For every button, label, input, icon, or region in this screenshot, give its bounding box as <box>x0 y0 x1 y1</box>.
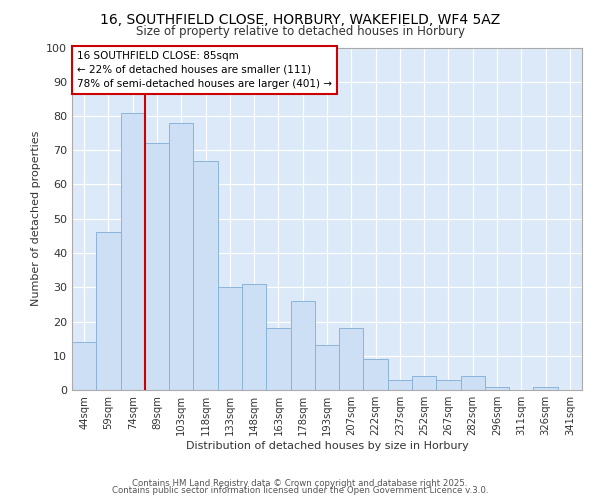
Bar <box>315 346 339 390</box>
Bar <box>436 380 461 390</box>
Bar <box>485 386 509 390</box>
Bar <box>96 232 121 390</box>
Bar <box>266 328 290 390</box>
Text: 16, SOUTHFIELD CLOSE, HORBURY, WAKEFIELD, WF4 5AZ: 16, SOUTHFIELD CLOSE, HORBURY, WAKEFIELD… <box>100 12 500 26</box>
Bar <box>388 380 412 390</box>
X-axis label: Distribution of detached houses by size in Horbury: Distribution of detached houses by size … <box>185 441 469 451</box>
Bar <box>364 359 388 390</box>
Text: Contains public sector information licensed under the Open Government Licence v.: Contains public sector information licen… <box>112 486 488 495</box>
Bar <box>461 376 485 390</box>
Bar <box>145 144 169 390</box>
Bar <box>193 160 218 390</box>
Bar <box>121 112 145 390</box>
Y-axis label: Number of detached properties: Number of detached properties <box>31 131 41 306</box>
Text: 16 SOUTHFIELD CLOSE: 85sqm
← 22% of detached houses are smaller (111)
78% of sem: 16 SOUTHFIELD CLOSE: 85sqm ← 22% of deta… <box>77 51 332 89</box>
Bar <box>242 284 266 390</box>
Text: Contains HM Land Registry data © Crown copyright and database right 2025.: Contains HM Land Registry data © Crown c… <box>132 478 468 488</box>
Bar <box>218 287 242 390</box>
Bar <box>290 301 315 390</box>
Bar <box>169 123 193 390</box>
Bar <box>412 376 436 390</box>
Bar <box>339 328 364 390</box>
Bar <box>533 386 558 390</box>
Bar <box>72 342 96 390</box>
Text: Size of property relative to detached houses in Horbury: Size of property relative to detached ho… <box>136 25 464 38</box>
